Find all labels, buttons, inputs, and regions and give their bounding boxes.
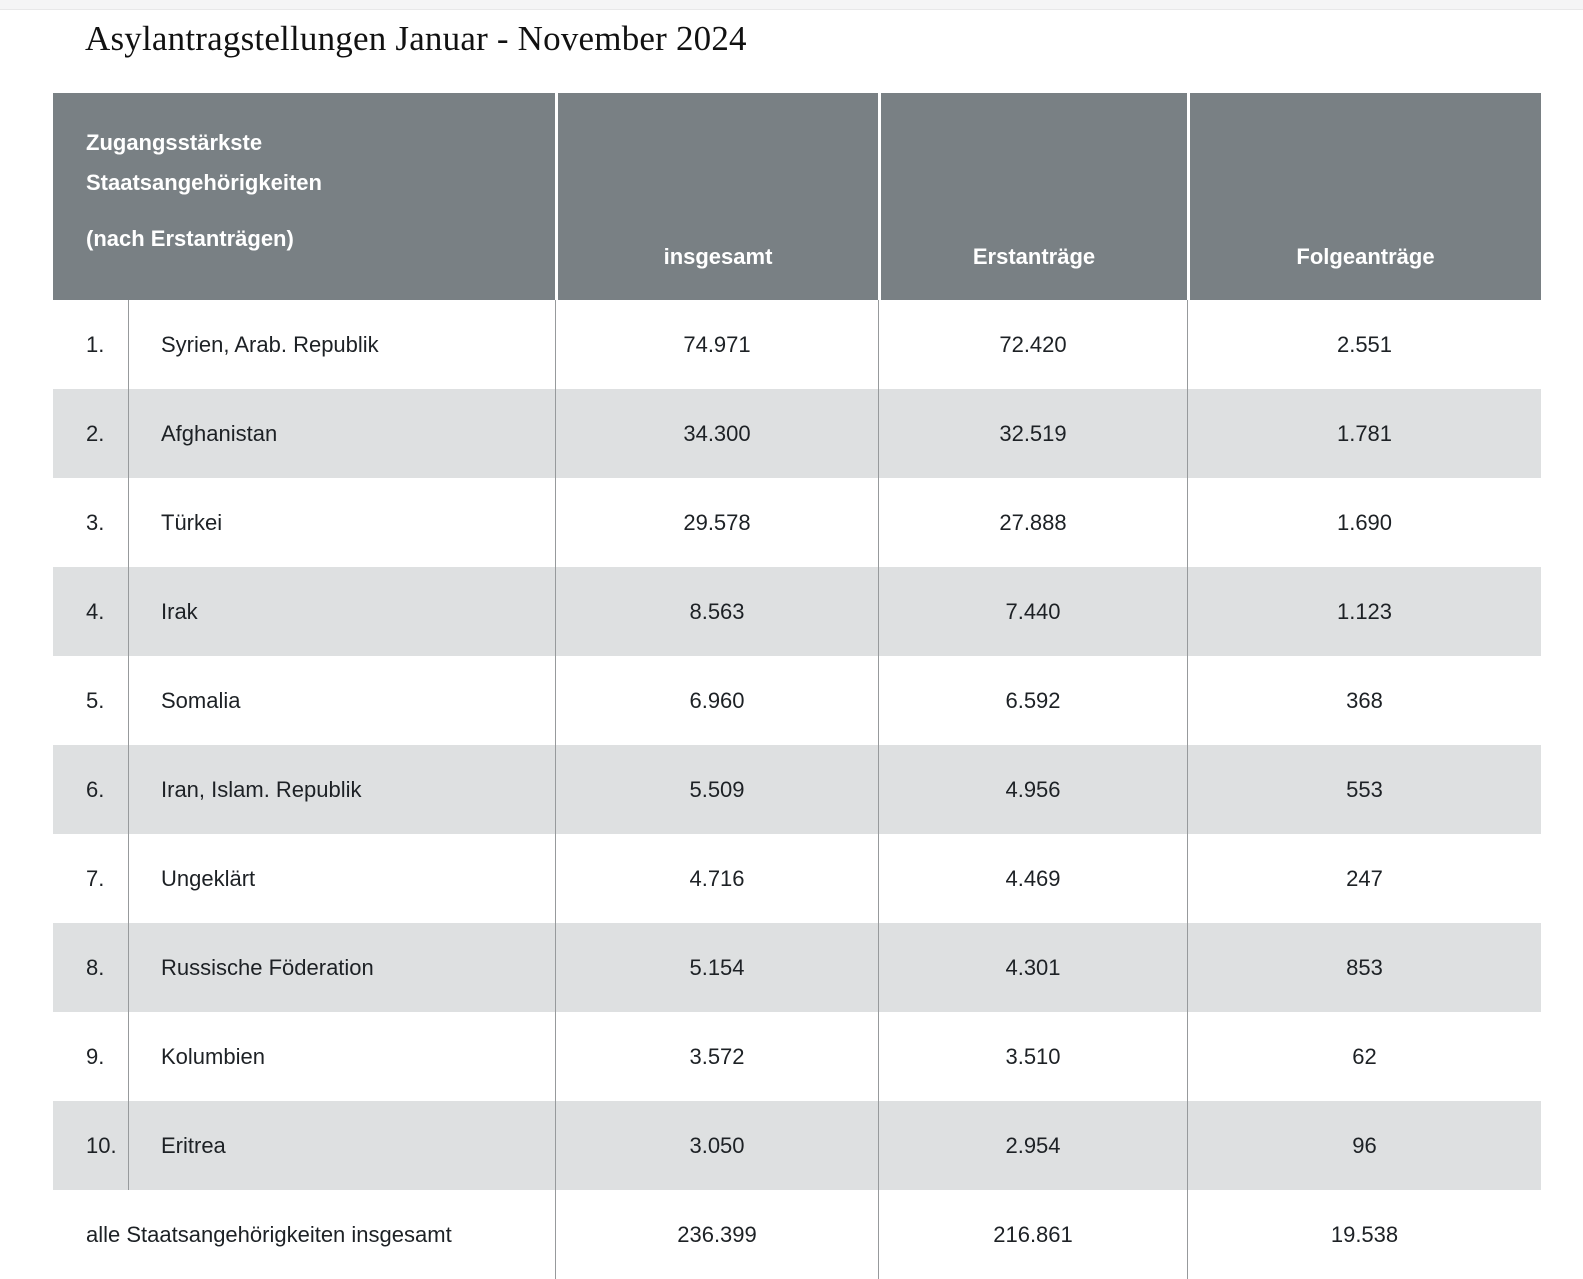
insgesamt-cell: 4.716 bbox=[555, 834, 878, 923]
insgesamt-cell: 3.050 bbox=[555, 1101, 878, 1190]
header-cell-insgesamt: insgesamt bbox=[555, 93, 878, 300]
total-label-cell: alle Staatsangehörigkeiten insgesamt bbox=[86, 1221, 452, 1247]
folgeantraege-cell: 2.551 bbox=[1187, 300, 1541, 389]
erstantraege-cell: 27.888 bbox=[878, 478, 1187, 567]
header-label-line2: Staatsangehörigkeiten bbox=[86, 170, 322, 195]
total-folgeantraege-cell: 19.538 bbox=[1187, 1190, 1541, 1279]
column-header-folgeantraege: Folgeanträge bbox=[1296, 244, 1435, 269]
table-row: 7. Ungeklärt 4.716 4.469 247 bbox=[53, 834, 1541, 923]
rank-cell: 1. bbox=[86, 331, 105, 357]
erstantraege-cell: 2.954 bbox=[878, 1101, 1187, 1190]
erstantraege-cell: 3.510 bbox=[878, 1012, 1187, 1101]
folgeantraege-cell: 96 bbox=[1187, 1101, 1541, 1190]
rank-cell: 7. bbox=[86, 865, 105, 891]
erstantraege-cell: 4.301 bbox=[878, 923, 1187, 1012]
table-row: 8. Russische Föderation 5.154 4.301 853 bbox=[53, 923, 1541, 1012]
header-cell-erstantraege: Erstanträge bbox=[878, 93, 1187, 300]
header-cell-folgeantraege: Folgeanträge bbox=[1187, 93, 1541, 300]
erstantraege-cell: 4.956 bbox=[878, 745, 1187, 834]
table-body: 1. Syrien, Arab. Republik 74.971 72.420 … bbox=[53, 300, 1541, 1190]
rank-cell: 3. bbox=[86, 509, 105, 535]
rank-cell: 8. bbox=[86, 954, 105, 980]
rank-cell: 5. bbox=[86, 687, 105, 713]
rank-cell: 2. bbox=[86, 420, 105, 446]
country-cell: Ungeklärt bbox=[128, 834, 555, 923]
erstantraege-cell: 6.592 bbox=[878, 656, 1187, 745]
rank-cell: 10. bbox=[86, 1132, 117, 1158]
insgesamt-cell: 5.154 bbox=[555, 923, 878, 1012]
page-title: Asylantragstellungen Januar - November 2… bbox=[85, 19, 747, 58]
erstantraege-cell: 72.420 bbox=[878, 300, 1187, 389]
rank-cell: 6. bbox=[86, 776, 105, 802]
folgeantraege-cell: 1.123 bbox=[1187, 567, 1541, 656]
insgesamt-cell: 5.509 bbox=[555, 745, 878, 834]
country-cell: Irak bbox=[128, 567, 555, 656]
country-cell: Afghanistan bbox=[128, 389, 555, 478]
insgesamt-cell: 29.578 bbox=[555, 478, 878, 567]
column-header-insgesamt: insgesamt bbox=[663, 244, 773, 269]
erstantraege-cell: 4.469 bbox=[878, 834, 1187, 923]
browser-top-strip bbox=[0, 0, 1583, 10]
folgeantraege-cell: 247 bbox=[1187, 834, 1541, 923]
rank-cell: 4. bbox=[86, 598, 105, 624]
table-total-row: alle Staatsangehörigkeiten insgesamt 236… bbox=[53, 1190, 1541, 1279]
table-row: 4. Irak 8.563 7.440 1.123 bbox=[53, 567, 1541, 656]
country-cell: Syrien, Arab. Republik bbox=[128, 300, 555, 389]
folgeantraege-cell: 62 bbox=[1187, 1012, 1541, 1101]
total-insgesamt-cell: 236.399 bbox=[555, 1190, 878, 1279]
header-label-line3: (nach Erstanträgen) bbox=[86, 226, 294, 251]
header-cell-nationalities: Zugangsstärkste Staatsangehörigkeiten (n… bbox=[53, 93, 555, 300]
table-row: 1. Syrien, Arab. Republik 74.971 72.420 … bbox=[53, 300, 1541, 389]
country-cell: Eritrea bbox=[128, 1101, 555, 1190]
country-cell: Russische Föderation bbox=[128, 923, 555, 1012]
folgeantraege-cell: 853 bbox=[1187, 923, 1541, 1012]
country-cell: Somalia bbox=[128, 656, 555, 745]
table-row: 6. Iran, Islam. Republik 5.509 4.956 553 bbox=[53, 745, 1541, 834]
folgeantraege-cell: 553 bbox=[1187, 745, 1541, 834]
folgeantraege-cell: 368 bbox=[1187, 656, 1541, 745]
insgesamt-cell: 6.960 bbox=[555, 656, 878, 745]
insgesamt-cell: 3.572 bbox=[555, 1012, 878, 1101]
country-cell: Iran, Islam. Republik bbox=[128, 745, 555, 834]
table-header-row: Zugangsstärkste Staatsangehörigkeiten (n… bbox=[53, 93, 1541, 300]
erstantraege-cell: 32.519 bbox=[878, 389, 1187, 478]
table-row: 10. Eritrea 3.050 2.954 96 bbox=[53, 1101, 1541, 1190]
asylum-statistics-table: Zugangsstärkste Staatsangehörigkeiten (n… bbox=[53, 93, 1541, 1279]
table-row: 3. Türkei 29.578 27.888 1.690 bbox=[53, 478, 1541, 567]
insgesamt-cell: 8.563 bbox=[555, 567, 878, 656]
erstantraege-cell: 7.440 bbox=[878, 567, 1187, 656]
folgeantraege-cell: 1.781 bbox=[1187, 389, 1541, 478]
country-cell: Türkei bbox=[128, 478, 555, 567]
insgesamt-cell: 34.300 bbox=[555, 389, 878, 478]
country-cell: Kolumbien bbox=[128, 1012, 555, 1101]
table-row: 5. Somalia 6.960 6.592 368 bbox=[53, 656, 1541, 745]
column-header-erstantraege: Erstanträge bbox=[972, 244, 1096, 269]
insgesamt-cell: 74.971 bbox=[555, 300, 878, 389]
header-label-line1: Zugangsstärkste bbox=[86, 130, 263, 155]
table-row: 2. Afghanistan 34.300 32.519 1.781 bbox=[53, 389, 1541, 478]
folgeantraege-cell: 1.690 bbox=[1187, 478, 1541, 567]
total-erstantraege-cell: 216.861 bbox=[878, 1190, 1187, 1279]
rank-cell: 9. bbox=[86, 1043, 105, 1069]
table-row: 9. Kolumbien 3.572 3.510 62 bbox=[53, 1012, 1541, 1101]
